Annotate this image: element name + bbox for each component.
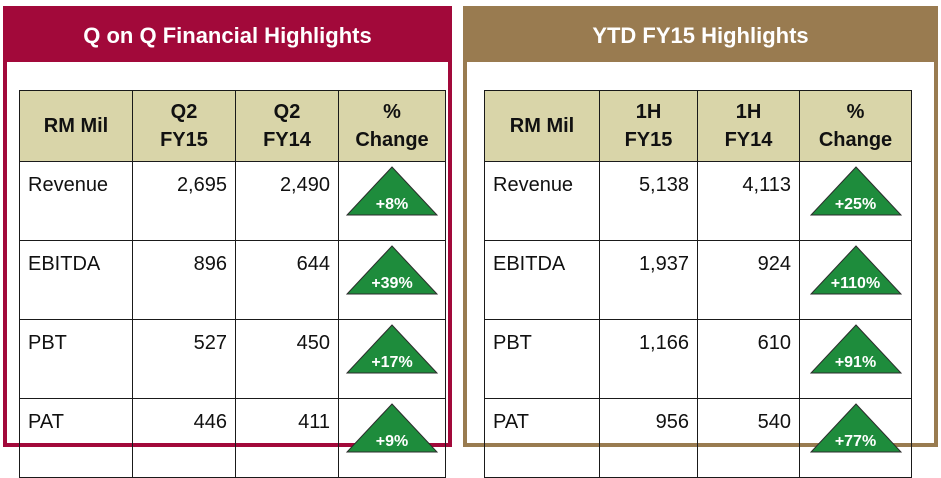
header-label: RM Mil bbox=[484, 90, 600, 162]
change-cell: +17% bbox=[338, 319, 446, 399]
value-current: 2,695 bbox=[132, 161, 236, 241]
value-current: 1,937 bbox=[599, 240, 698, 320]
table-row: Revenue 5,138 4,113 +25% bbox=[484, 161, 912, 241]
value-current: 1,166 bbox=[599, 319, 698, 399]
value-previous: 644 bbox=[235, 240, 339, 320]
change-cell: +77% bbox=[799, 398, 912, 478]
row-label: PBT bbox=[19, 319, 133, 399]
up-triangle-icon: +9% bbox=[346, 403, 438, 453]
change-value: +25% bbox=[834, 196, 877, 213]
table-row: PBT 1,166 610 +91% bbox=[484, 319, 912, 399]
financial-table: RM Mil 1H FY15 1H FY14 % Change Revenue 5,1… bbox=[484, 90, 912, 478]
change-value: +9% bbox=[375, 433, 409, 450]
change-value: +91% bbox=[834, 354, 877, 371]
row-label: Revenue bbox=[19, 161, 133, 241]
change-cell: +8% bbox=[338, 161, 446, 241]
up-triangle-icon: +77% bbox=[809, 403, 902, 453]
row-label: PBT bbox=[484, 319, 600, 399]
value-current: 956 bbox=[599, 398, 698, 478]
up-triangle-icon: +8% bbox=[346, 166, 438, 216]
value-previous: 450 bbox=[235, 319, 339, 399]
panel-title: YTD FY15 Highlights bbox=[467, 10, 934, 62]
up-triangle-icon: +39% bbox=[346, 245, 438, 295]
change-value: +77% bbox=[834, 433, 877, 450]
table-row: Revenue 2,695 2,490 +8% bbox=[19, 161, 446, 241]
table-row: PBT 527 450 +17% bbox=[19, 319, 446, 399]
value-previous: 540 bbox=[697, 398, 800, 478]
value-previous: 924 bbox=[697, 240, 800, 320]
header-col-2: 1H FY14 bbox=[697, 90, 800, 162]
table-row: PAT 446 411 +9% bbox=[19, 398, 446, 478]
value-previous: 4,113 bbox=[697, 161, 800, 241]
row-label: PAT bbox=[19, 398, 133, 478]
value-current: 5,138 bbox=[599, 161, 698, 241]
row-label: PAT bbox=[484, 398, 600, 478]
financial-table: RM Mil Q2 FY15 Q2 FY14 % Change Revenue 2,6… bbox=[19, 90, 446, 478]
value-previous: 411 bbox=[235, 398, 339, 478]
table-row: EBITDA 1,937 924 +110% bbox=[484, 240, 912, 320]
header-col-2: Q2 FY14 bbox=[235, 90, 339, 162]
row-label: EBITDA bbox=[484, 240, 600, 320]
change-value: +8% bbox=[375, 196, 409, 213]
header-col-change: % Change bbox=[799, 90, 912, 162]
up-triangle-icon: +25% bbox=[809, 166, 902, 216]
panel-q-on-q: Q on Q Financial Highlights RM Mil Q2 FY1… bbox=[3, 6, 452, 478]
panel-title: Q on Q Financial Highlights bbox=[7, 10, 448, 62]
change-value: +39% bbox=[371, 275, 413, 292]
value-previous: 2,490 bbox=[235, 161, 339, 241]
header-label: RM Mil bbox=[19, 90, 133, 162]
panel-ytd: YTD FY15 Highlights RM Mil 1H FY15 1H FY14… bbox=[463, 6, 938, 478]
row-label: Revenue bbox=[484, 161, 600, 241]
header-col-change: % Change bbox=[338, 90, 446, 162]
value-current: 446 bbox=[132, 398, 236, 478]
row-label: EBITDA bbox=[19, 240, 133, 320]
up-triangle-icon: +110% bbox=[809, 245, 902, 295]
up-triangle-icon: +91% bbox=[809, 324, 902, 374]
change-cell: +110% bbox=[799, 240, 912, 320]
value-current: 527 bbox=[132, 319, 236, 399]
value-current: 896 bbox=[132, 240, 236, 320]
change-value: +17% bbox=[371, 354, 413, 371]
change-cell: +91% bbox=[799, 319, 912, 399]
change-value: +110% bbox=[830, 275, 881, 292]
change-cell: +25% bbox=[799, 161, 912, 241]
table-row: PAT 956 540 +77% bbox=[484, 398, 912, 478]
table-header-row: RM Mil 1H FY15 1H FY14 % Change bbox=[484, 90, 912, 162]
header-col-1: 1H FY15 bbox=[599, 90, 698, 162]
change-cell: +9% bbox=[338, 398, 446, 478]
up-triangle-icon: +17% bbox=[346, 324, 438, 374]
table-header-row: RM Mil Q2 FY15 Q2 FY14 % Change bbox=[19, 90, 446, 162]
header-col-1: Q2 FY15 bbox=[132, 90, 236, 162]
value-previous: 610 bbox=[697, 319, 800, 399]
change-cell: +39% bbox=[338, 240, 446, 320]
table-row: EBITDA 896 644 +39% bbox=[19, 240, 446, 320]
